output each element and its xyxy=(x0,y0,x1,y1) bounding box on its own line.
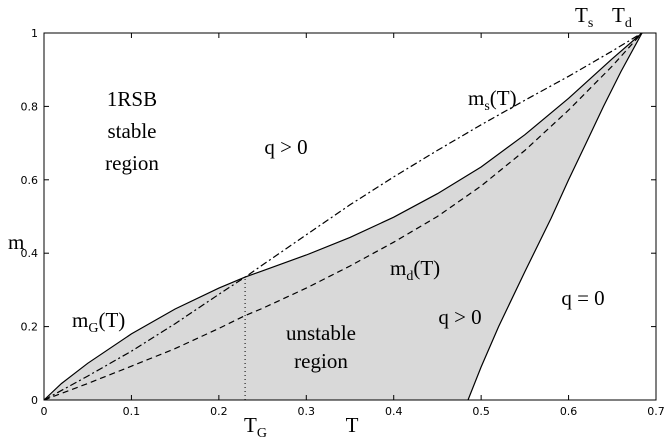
stable-region-label: 1RSB stable region xyxy=(105,87,159,175)
y-tick-label: 1 xyxy=(31,27,38,40)
unstable-region-line-2: region xyxy=(294,349,348,373)
y-axis-label: m xyxy=(8,230,24,254)
curve-labels: Ts Td ms(T) md(T) mG(T) TG xyxy=(72,3,632,441)
ts-label: Ts xyxy=(575,3,593,31)
stable-region-line-1: 1RSB xyxy=(107,87,157,111)
tg-marker-label: TG xyxy=(244,413,267,441)
ms-curve-label: ms(T) xyxy=(468,86,517,114)
y-tick-label: 0 xyxy=(31,394,38,407)
x-tick-label: 0.1 xyxy=(123,405,141,418)
plot-frame xyxy=(43,32,657,401)
x-tick-label: 0.3 xyxy=(298,405,316,418)
series-layer xyxy=(43,32,643,401)
x-tick-label: 0.2 xyxy=(210,405,228,418)
y-tick-label: 0.8 xyxy=(21,100,39,113)
unstable-region-fill xyxy=(44,33,642,400)
stable-region-line-2: stable xyxy=(108,119,157,143)
y-tick-label: 0.4 xyxy=(21,247,39,260)
series-m-d-t-line xyxy=(43,32,643,401)
unstable-region-label: unstable region xyxy=(286,321,356,373)
series-boundary-line xyxy=(467,32,643,401)
q-zero-label: q = 0 xyxy=(561,286,604,310)
q-positive-top-label: q > 0 xyxy=(264,135,307,159)
mg-curve-label: mG(T) xyxy=(72,308,125,336)
ticks-layer: 0 0.1 0.2 0.3 0.4 0.5 0.6 0.7 0 0.2 0.4 0.6 0.8 1 xyxy=(21,27,665,418)
x-tick-label: 0 xyxy=(41,405,48,418)
y-tick-label: 0.2 xyxy=(21,321,39,334)
x-axis-label: T xyxy=(346,413,359,437)
x-tick-label: 0.5 xyxy=(472,405,490,418)
series-m-s-t-line xyxy=(43,32,643,401)
md-curve-label: md(T) xyxy=(390,256,440,284)
stable-region-line-3: region xyxy=(105,151,159,175)
q-positive-mid-label: q > 0 xyxy=(438,305,481,329)
unstable-region-line-1: unstable xyxy=(286,321,356,345)
x-tick-label: 0.7 xyxy=(647,405,665,418)
y-tick-label: 0.6 xyxy=(21,174,39,187)
x-tick-label: 0.6 xyxy=(560,405,578,418)
x-tick-label: 0.4 xyxy=(385,405,403,418)
series-m-g-t-line xyxy=(43,32,643,401)
td-label: Td xyxy=(612,3,632,31)
